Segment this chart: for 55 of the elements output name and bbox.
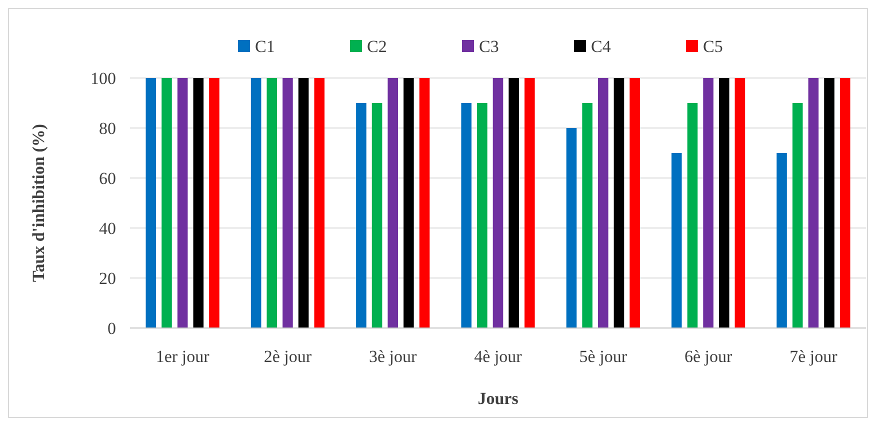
- bar: [718, 78, 730, 328]
- y-axis-title: Taux d'inhibition (%): [29, 124, 48, 282]
- x-tick-label: 7è jour: [790, 347, 838, 366]
- bar: [372, 103, 382, 328]
- bar: [298, 78, 309, 328]
- bar: [477, 103, 488, 328]
- bar: [356, 103, 366, 328]
- legend-label: C3: [479, 36, 499, 56]
- x-tick-label: 2è jour: [264, 347, 312, 366]
- bar: [734, 78, 746, 328]
- bar: [177, 78, 188, 328]
- bar: [808, 78, 819, 328]
- y-tick-label: 20: [99, 268, 116, 288]
- bar: [162, 78, 172, 328]
- y-tick-label: 60: [99, 168, 116, 188]
- legend-label: C5: [703, 36, 723, 56]
- bar: [687, 103, 698, 328]
- bar: [614, 78, 624, 328]
- bar: [461, 103, 472, 328]
- bar: [840, 78, 850, 328]
- x-tick-label: 3è jour: [369, 347, 418, 366]
- bar: [250, 78, 262, 328]
- bar: [146, 78, 156, 328]
- legend-label: C1: [255, 36, 275, 56]
- x-tick-label: 6è jour: [684, 347, 732, 366]
- bar: [388, 78, 398, 328]
- bar: [492, 78, 504, 328]
- bar: [193, 78, 204, 328]
- bar: [792, 103, 803, 328]
- bar: [671, 153, 682, 328]
- bar: [566, 128, 577, 328]
- y-tick-label: 80: [99, 118, 116, 138]
- bar: [209, 78, 220, 328]
- bar: [314, 78, 325, 328]
- x-tick-label: 4è jour: [474, 347, 522, 366]
- legend-label: C2: [367, 36, 387, 56]
- y-tick-label: 40: [99, 218, 116, 238]
- bar: [282, 78, 293, 328]
- bar: [703, 78, 714, 328]
- x-tick-label: 1er jour: [156, 347, 210, 366]
- bar: [598, 78, 608, 328]
- bar: [582, 103, 592, 328]
- bar: [524, 78, 535, 328]
- legend-label: C4: [591, 36, 612, 56]
- bar: [776, 153, 787, 328]
- bar: [404, 78, 414, 328]
- bar: [508, 78, 519, 328]
- x-tick-label: 5è jour: [579, 347, 628, 366]
- bar: [419, 78, 430, 328]
- bar: [266, 78, 278, 328]
- y-tick-label: 0: [108, 318, 116, 338]
- bar: [824, 78, 834, 328]
- x-axis-title: Jours: [478, 389, 519, 408]
- y-tick-label: 100: [90, 68, 116, 88]
- bar: [630, 78, 640, 328]
